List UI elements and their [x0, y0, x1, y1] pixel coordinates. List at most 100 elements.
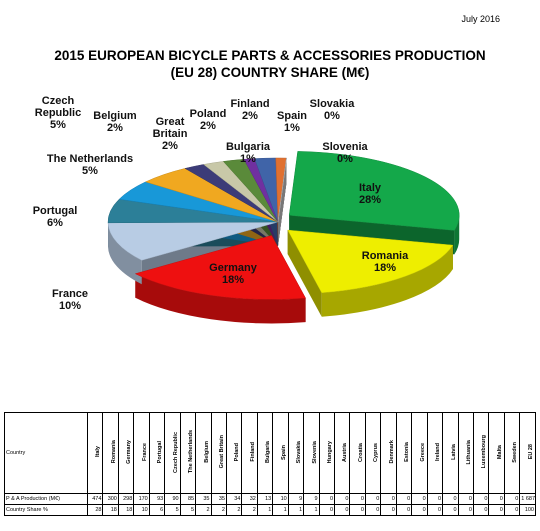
column-header: Hungary: [327, 440, 333, 464]
column-header-cell: Luxembourg: [472, 412, 490, 494]
column-header: Portugal: [157, 440, 164, 464]
table-cell: 32: [241, 493, 258, 505]
table-cell: 2: [225, 504, 243, 516]
table-cell: 300: [102, 493, 119, 505]
value-label: 0%: [337, 153, 353, 165]
table-cell: 0: [380, 504, 397, 516]
category-label: Slovenia: [322, 141, 368, 153]
column-header: Poland: [234, 442, 241, 462]
value-label: 10%: [58, 300, 82, 312]
column-header-cell: Lithuania: [457, 412, 474, 494]
value-label: 2%: [242, 110, 258, 122]
column-header: Romania: [110, 440, 117, 464]
category-label: Germany: [209, 262, 257, 274]
column-header: Croatia: [357, 442, 364, 462]
column-header: Czech Republic: [172, 431, 179, 473]
column-header: Slovakia: [296, 440, 303, 464]
table-cell: 0: [318, 504, 336, 516]
value-label: 0%: [324, 110, 340, 122]
table-cell: 0: [411, 493, 428, 505]
column-header-cell: Romania: [102, 412, 119, 494]
table-cell: 5: [179, 504, 197, 516]
table-cell: 5: [164, 504, 181, 516]
column-header-cell: EU 28: [519, 412, 536, 494]
category-label: Finland: [230, 98, 270, 110]
column-header: Slovenia: [311, 440, 318, 464]
column-header-cell: Germany: [117, 412, 135, 494]
slice-label: Czech Republic 5%: [27, 95, 89, 131]
column-header: Ireland: [435, 442, 442, 462]
column-header: Latvia: [450, 444, 457, 460]
table-cell: 18: [117, 504, 135, 516]
category-label: Bulgaria: [225, 141, 270, 153]
slice-side: [287, 230, 322, 317]
category-label: Italy: [358, 182, 381, 194]
slice-label: Italy 28%: [310, 182, 430, 206]
slice-label: Romania 18%: [325, 250, 445, 274]
category-label: Portugal: [32, 205, 78, 217]
slice-wall: [321, 245, 453, 317]
column-header-cell: Finland: [241, 412, 258, 494]
slice-wall: [108, 222, 142, 285]
table-cell: 35: [210, 493, 227, 505]
table-cell: 9: [303, 493, 320, 505]
slice-label: Slovakia 0%: [272, 98, 392, 122]
column-header: Cyprus: [373, 442, 380, 462]
table-cell: 9: [287, 493, 305, 505]
pie-chart: [107, 151, 460, 324]
column-header-cell: Hungary: [318, 412, 336, 494]
category-label: Poland: [189, 108, 227, 120]
slice: [288, 151, 460, 231]
column-header: France: [141, 442, 148, 462]
column-header: Lithuania: [465, 439, 472, 465]
value-label: 1%: [240, 153, 256, 165]
slice-label: Bulgaria 1%: [188, 141, 308, 165]
column-header-cell: The Netherlands: [179, 412, 197, 494]
table-cell: 2: [210, 504, 227, 516]
category-label: Czech Republic: [34, 95, 82, 119]
value-label: 2%: [200, 120, 216, 132]
column-header-cell: Spain: [272, 412, 289, 494]
slice-label: Slovenia 0%: [285, 141, 405, 165]
table-cell: 0: [318, 493, 336, 505]
value-label: 5%: [82, 165, 98, 177]
column-header-cell: Sweden: [503, 412, 521, 494]
column-header: Denmark: [388, 440, 395, 464]
column-header-cell: Great Britain: [210, 412, 227, 494]
column-header: The Netherlands: [188, 430, 195, 474]
slice-label: France 10%: [10, 288, 130, 312]
category-label: The Netherlands: [46, 153, 134, 165]
table-cell: 85: [179, 493, 197, 505]
slice-label: The Netherlands 5%: [30, 153, 150, 177]
category-label: Spain: [277, 110, 307, 122]
column-header: Italy: [95, 446, 102, 458]
column-header: Luxembourg: [481, 435, 488, 469]
table-cell: 0: [395, 504, 413, 516]
column-header: Spain: [280, 444, 287, 460]
table-cell: 0: [426, 504, 444, 516]
table-cell: 13: [256, 493, 274, 505]
column-header: Belgium: [203, 441, 210, 463]
slice-label: Germany 18%: [173, 262, 293, 286]
table-cell: 1: [272, 504, 289, 516]
table-cell: 0: [349, 493, 366, 505]
table-cell: 0: [472, 504, 490, 516]
value-label: 18%: [221, 274, 245, 286]
chart-title: (EU 28) COUNTRY SHARE (M€): [170, 65, 370, 80]
table-cell: 0: [472, 493, 490, 505]
value-label: 28%: [358, 194, 382, 206]
table-cell: 1: [256, 504, 274, 516]
column-header-cell: Belgium: [195, 412, 212, 494]
row-label: P & A Production (M€): [4, 493, 88, 505]
slice: [107, 221, 279, 261]
slice: [277, 158, 287, 223]
column-header-cell: Cyprus: [364, 412, 382, 494]
table-cell: 0: [503, 504, 521, 516]
table-cell: 10: [272, 493, 289, 505]
table-cell: 0: [380, 493, 397, 505]
table-cell: 0: [503, 493, 521, 505]
table-cell: 0: [333, 493, 351, 505]
table-cell: 0: [457, 504, 474, 516]
table-cell: 0: [364, 504, 382, 516]
